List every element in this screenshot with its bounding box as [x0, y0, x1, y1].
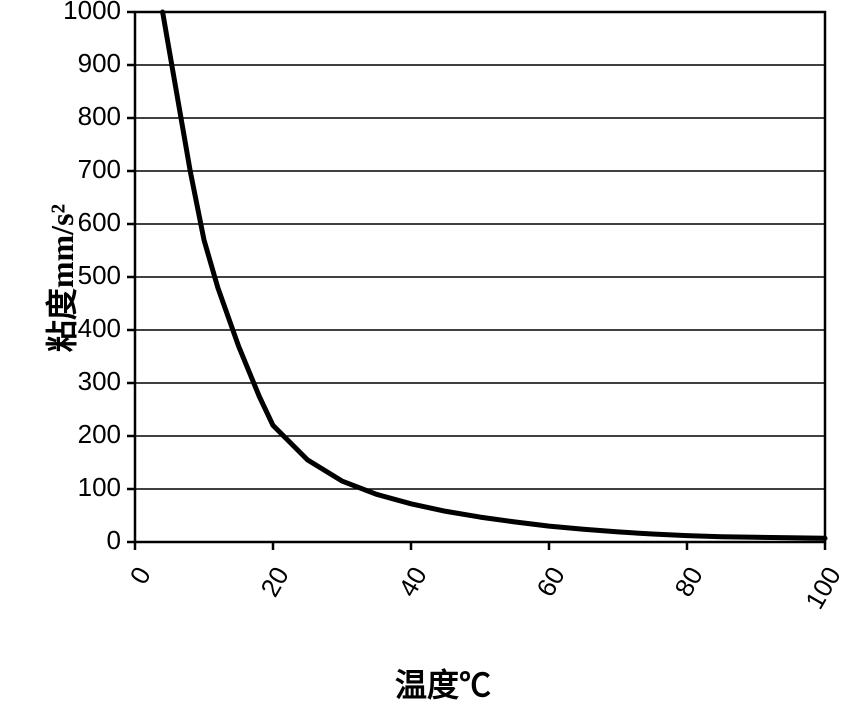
x-tick-label: 80: [668, 562, 708, 602]
y-tick-label: 1000: [63, 0, 121, 25]
y-tick-label: 400: [78, 313, 121, 343]
x-tick-label: 60: [530, 562, 570, 602]
viscosity-temperature-chart: 0 100 200 300 400 500 600 700 800 900 1000 0 20 40 60 8…: [0, 0, 854, 710]
y-tick-label: 700: [78, 154, 121, 184]
x-tick-label: 40: [392, 562, 432, 602]
y-tick-label: 200: [78, 419, 121, 449]
y-tick-label: 100: [78, 472, 121, 502]
y-tick-label: 0: [107, 525, 121, 555]
x-tick-label: 100: [799, 562, 847, 615]
y-tick-label: 900: [78, 48, 121, 78]
y-tick-label: 500: [78, 260, 121, 290]
y-tick-label: 800: [78, 101, 121, 131]
x-tick-label: 20: [254, 562, 294, 602]
x-tick-label: 0: [124, 562, 157, 590]
y-tick-label: 300: [78, 366, 121, 396]
chart-svg: 0 100 200 300 400 500 600 700 800 900 1000 0 20 40 60 8…: [0, 0, 854, 710]
y-tick-label: 600: [78, 207, 121, 237]
y-axis-title: 粘度mm/s²: [37, 178, 83, 378]
x-axis-title: 温度℃: [395, 660, 491, 706]
